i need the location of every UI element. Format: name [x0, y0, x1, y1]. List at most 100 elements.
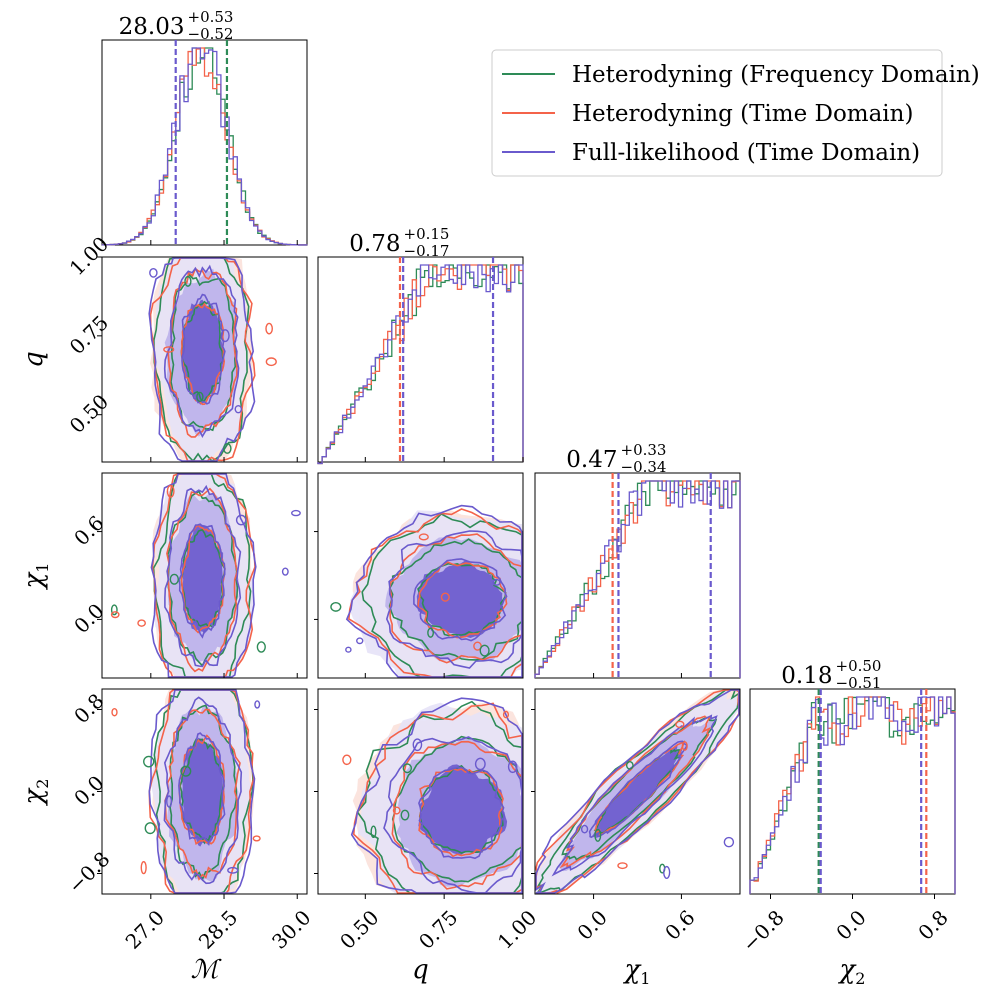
contour-island-q-chi2-6 — [370, 825, 377, 839]
contour-q-chi1-series-2-level-2 — [413, 558, 508, 642]
contour-island-chi1-chi2-6 — [594, 828, 602, 842]
contour-panel-q-chi2 — [317, 688, 524, 895]
contour-island-q-chi2-5 — [507, 760, 518, 774]
contour-island-q-chi2-7 — [392, 806, 401, 815]
contour-chi1-chi2-series-2-level-0 — [535, 689, 740, 894]
title-median-chi2: 0.18 — [781, 663, 832, 689]
title-plus-chi2: +0.50 — [836, 657, 882, 675]
contour-island-chi1-chi2-2 — [723, 836, 735, 848]
panel-frame-mc-q — [101, 256, 308, 463]
contour-q-chi1-series-2-level-0 — [345, 504, 523, 678]
title-plus-q: +0.15 — [404, 225, 450, 243]
contour-island-q-chi1-2 — [345, 646, 352, 653]
contour-island-mc-q-5 — [220, 329, 230, 343]
contour-panel-q-chi1 — [317, 472, 524, 679]
contour-q-chi2-series-2-level-2 — [418, 766, 506, 860]
title-median-mc: 28.03 — [119, 14, 185, 40]
contour-island-mc-chi2-3 — [143, 755, 155, 768]
contour-island-mc-chi1-1 — [166, 484, 175, 498]
contour-island-mc-chi1-6 — [256, 641, 266, 653]
contour-mc-chi1-series-1-level-2 — [180, 524, 226, 634]
contour-panel-mc-chi1 — [101, 472, 308, 679]
xlabel-chi2-subscript: 2 — [855, 969, 865, 988]
hist-chi2-series-2 — [749, 696, 956, 894]
title-median-q: 0.78 — [349, 231, 400, 257]
contour-island-mc-q-7 — [163, 346, 175, 353]
title-q: 0.78 +0.15−0.17 — [349, 225, 449, 260]
contour-island-mc-chi2-5 — [254, 700, 261, 709]
contour-island-q-chi1-1 — [440, 592, 450, 602]
hist-q-series-2 — [317, 264, 524, 465]
contour-island-mc-chi1-8 — [291, 509, 301, 517]
title-median-chi1: 0.47 — [566, 447, 617, 473]
contour-island-mc-q-6 — [184, 275, 192, 287]
diag-panel-mc: 28.03 +0.53−0.52 — [101, 8, 308, 246]
legend-label-time: Heterodyning (Time Domain) — [572, 101, 913, 127]
diag-panel-q: 0.78 +0.15−0.17 — [317, 225, 524, 465]
xlabel-mc: ℳ — [191, 955, 222, 985]
fill-level-2-mc-chi2 — [181, 737, 225, 847]
contour-island-chi1-chi2-4 — [681, 741, 688, 751]
contour-island-chi1-chi2-1 — [617, 862, 628, 870]
legend: Heterodyning (Frequency Domain) Heterody… — [491, 49, 980, 177]
contour-island-mc-chi2-6 — [144, 822, 156, 835]
contour-island-q-chi1-3 — [427, 627, 435, 638]
title-plus-chi1: +0.33 — [621, 441, 667, 459]
contour-mc-chi1-series-2-level-1 — [164, 484, 242, 668]
title-minus-mc: −0.52 — [188, 25, 234, 43]
contour-panel-chi1-chi2 — [534, 688, 741, 895]
title-minus-chi2: −0.51 — [836, 674, 882, 692]
contour-q-chi1-series-0-level-0 — [361, 512, 523, 678]
contour-island-q-chi1-6 — [479, 644, 490, 657]
contour-island-mc-chi2-4 — [140, 860, 147, 875]
diag-panel-chi2: 0.18 +0.50−0.51 — [749, 657, 956, 895]
contour-mc-chi2-series-2-level-2 — [178, 732, 226, 844]
contour-q-chi2-series-1-level-1 — [391, 740, 523, 890]
panel-frame-q-chi1 — [317, 472, 524, 679]
contour-mc-q-series-2-level-1 — [163, 264, 240, 438]
contour-island-mc-chi1-5 — [235, 514, 247, 526]
title-plus-mc: +0.53 — [188, 8, 234, 26]
contour-island-q-chi2-2 — [474, 757, 486, 771]
contour-panel-mc-chi2 — [101, 688, 308, 895]
contour-island-mc-chi1-3 — [169, 573, 179, 585]
ylabel-q: q — [19, 351, 49, 368]
xlabel-chi2: χ2 — [838, 955, 866, 988]
contour-chi1-chi2-series-2-level-2 — [588, 740, 688, 839]
hist-chi1-series-2 — [534, 480, 741, 678]
contour-island-mc-chi2-7 — [111, 707, 118, 717]
hist-mc-series-2 — [101, 47, 308, 246]
contour-q-chi1-series-2-level-1 — [385, 530, 523, 669]
contour-island-mc-chi2-0 — [180, 765, 192, 777]
contour-island-mc-q-4 — [265, 357, 277, 367]
contour-island-mc-chi1-4 — [110, 611, 120, 619]
title-chi2: 0.18 +0.50−0.51 — [781, 657, 881, 692]
legend-label-full: Full-likelihood (Time Domain) — [572, 140, 920, 166]
contour-mc-chi1-series-2-level-0 — [150, 473, 257, 678]
contour-island-q-chi1-5 — [492, 578, 501, 586]
legend-label-frequency: Heterodyning (Frequency Domain) — [572, 62, 980, 88]
contour-mc-q-series-2-level-2 — [181, 293, 226, 405]
contour-island-mc-q-1 — [265, 322, 273, 335]
contour-island-q-chi1-0 — [330, 602, 342, 612]
contour-island-mc-q-2 — [149, 267, 158, 278]
contour-mc-chi2-series-2-level-0 — [148, 689, 256, 894]
fill-level-2-q-chi1 — [416, 559, 503, 638]
fill-level-2-q-chi2 — [418, 764, 508, 855]
ylabel-chi1-subscript: 1 — [33, 563, 52, 573]
contour-mc-chi1-series-2-level-2 — [178, 523, 226, 639]
contour-island-q-chi2-3 — [400, 809, 410, 821]
title-chi1: 0.47 +0.33−0.34 — [566, 441, 666, 476]
contour-island-chi1-chi2-0 — [625, 760, 634, 770]
contour-q-chi2-series-2-level-0 — [350, 697, 523, 894]
contour-mc-chi2-series-2-level-1 — [163, 696, 243, 885]
contour-island-q-chi1-7 — [418, 533, 429, 541]
contour-q-chi2-series-2-level-1 — [383, 736, 523, 894]
fill-level-2-mc-chi1 — [182, 524, 224, 634]
contour-island-mc-chi1-2 — [281, 567, 289, 576]
contour-panel-mc-q — [101, 256, 308, 463]
contour-island-chi1-chi2-5 — [580, 824, 589, 834]
title-mc: 28.03 +0.53−0.52 — [119, 8, 234, 43]
contour-island-q-chi2-4 — [502, 710, 510, 719]
